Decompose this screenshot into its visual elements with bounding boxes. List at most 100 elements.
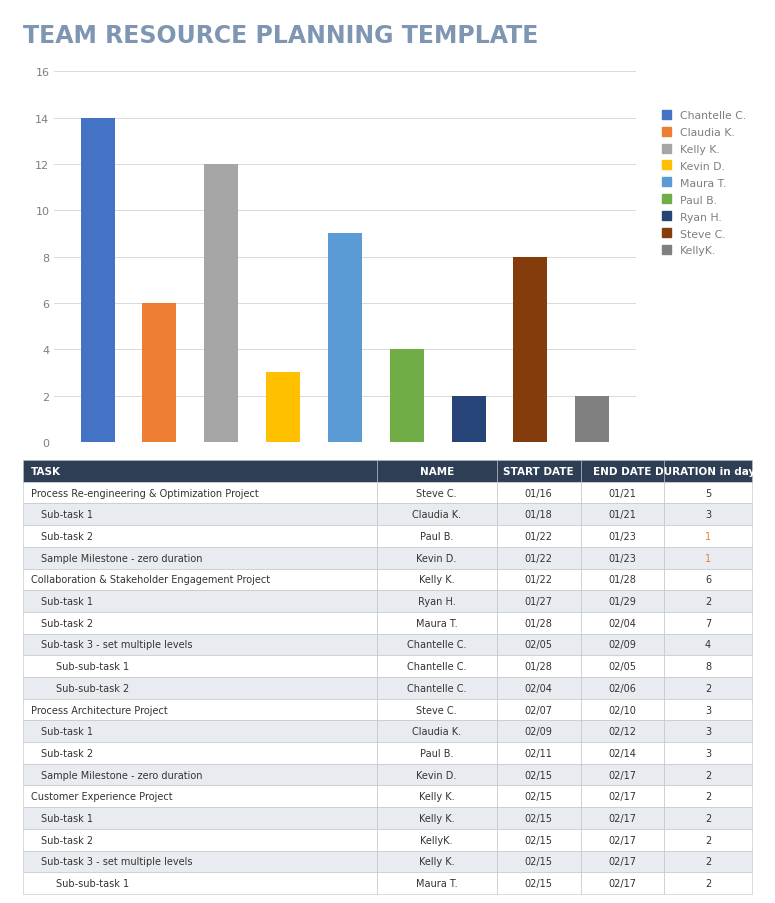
Text: 3: 3 bbox=[705, 509, 711, 520]
Bar bbox=[513, 257, 547, 442]
FancyBboxPatch shape bbox=[497, 807, 580, 829]
Text: Kevin D.: Kevin D. bbox=[416, 769, 456, 780]
Text: 02/12: 02/12 bbox=[608, 726, 636, 737]
Text: Sub-task 2: Sub-task 2 bbox=[42, 834, 94, 845]
FancyBboxPatch shape bbox=[23, 504, 377, 526]
Text: 7: 7 bbox=[705, 618, 711, 628]
Text: 01/22: 01/22 bbox=[525, 553, 553, 563]
FancyBboxPatch shape bbox=[377, 851, 497, 872]
Text: Kelly K.: Kelly K. bbox=[418, 574, 454, 585]
FancyBboxPatch shape bbox=[377, 742, 497, 764]
Text: 01/29: 01/29 bbox=[608, 596, 636, 607]
FancyBboxPatch shape bbox=[664, 851, 752, 872]
FancyBboxPatch shape bbox=[497, 656, 580, 677]
FancyBboxPatch shape bbox=[664, 612, 752, 634]
Text: 3: 3 bbox=[705, 704, 711, 715]
Text: 02/17: 02/17 bbox=[608, 834, 636, 845]
Text: Chantelle C.: Chantelle C. bbox=[407, 639, 467, 650]
FancyBboxPatch shape bbox=[23, 872, 377, 894]
FancyBboxPatch shape bbox=[23, 851, 377, 872]
FancyBboxPatch shape bbox=[664, 742, 752, 764]
FancyBboxPatch shape bbox=[23, 656, 377, 677]
Text: Steve C.: Steve C. bbox=[416, 488, 457, 498]
Text: 01/18: 01/18 bbox=[525, 509, 553, 520]
FancyBboxPatch shape bbox=[580, 482, 664, 504]
Text: 02/06: 02/06 bbox=[608, 683, 636, 694]
Bar bbox=[143, 303, 177, 442]
Text: 02/04: 02/04 bbox=[608, 618, 636, 628]
FancyBboxPatch shape bbox=[664, 482, 752, 504]
Text: Customer Experience Project: Customer Experience Project bbox=[30, 791, 172, 802]
FancyBboxPatch shape bbox=[664, 677, 752, 699]
Text: 3: 3 bbox=[705, 726, 711, 737]
Text: Kelly K.: Kelly K. bbox=[418, 791, 454, 802]
FancyBboxPatch shape bbox=[23, 612, 377, 634]
Text: TASK: TASK bbox=[30, 466, 60, 477]
FancyBboxPatch shape bbox=[664, 656, 752, 677]
FancyBboxPatch shape bbox=[23, 526, 377, 547]
Text: TEAM RESOURCE PLANNING TEMPLATE: TEAM RESOURCE PLANNING TEMPLATE bbox=[23, 24, 539, 48]
Text: 01/22: 01/22 bbox=[525, 531, 553, 542]
FancyBboxPatch shape bbox=[664, 461, 752, 482]
Text: 02/15: 02/15 bbox=[525, 769, 553, 780]
Text: Maura T.: Maura T. bbox=[416, 618, 457, 628]
FancyBboxPatch shape bbox=[377, 807, 497, 829]
Text: 01/16: 01/16 bbox=[525, 488, 553, 498]
Text: 1: 1 bbox=[705, 531, 711, 542]
FancyBboxPatch shape bbox=[23, 547, 377, 569]
Text: 01/21: 01/21 bbox=[608, 488, 636, 498]
Text: KellyK.: KellyK. bbox=[420, 834, 453, 845]
FancyBboxPatch shape bbox=[23, 764, 377, 786]
Text: 6: 6 bbox=[705, 574, 711, 585]
FancyBboxPatch shape bbox=[23, 482, 377, 504]
FancyBboxPatch shape bbox=[377, 569, 497, 591]
FancyBboxPatch shape bbox=[23, 569, 377, 591]
FancyBboxPatch shape bbox=[497, 786, 580, 807]
Text: Claudia K.: Claudia K. bbox=[412, 509, 461, 520]
FancyBboxPatch shape bbox=[23, 721, 377, 742]
FancyBboxPatch shape bbox=[497, 526, 580, 547]
Text: 02/04: 02/04 bbox=[525, 683, 553, 694]
FancyBboxPatch shape bbox=[664, 872, 752, 894]
FancyBboxPatch shape bbox=[23, 634, 377, 656]
Text: Claudia K.: Claudia K. bbox=[412, 726, 461, 737]
Bar bbox=[204, 164, 238, 442]
Text: 2: 2 bbox=[705, 791, 711, 802]
Text: 02/17: 02/17 bbox=[608, 856, 636, 867]
Text: Kevin D.: Kevin D. bbox=[416, 553, 456, 563]
FancyBboxPatch shape bbox=[497, 872, 580, 894]
Bar bbox=[390, 349, 424, 442]
Text: 2: 2 bbox=[705, 834, 711, 845]
FancyBboxPatch shape bbox=[377, 547, 497, 569]
Text: Sub-task 2: Sub-task 2 bbox=[42, 618, 94, 628]
FancyBboxPatch shape bbox=[664, 569, 752, 591]
Text: 01/21: 01/21 bbox=[608, 509, 636, 520]
FancyBboxPatch shape bbox=[377, 591, 497, 612]
Text: 01/27: 01/27 bbox=[525, 596, 553, 607]
Text: END DATE: END DATE bbox=[593, 466, 652, 477]
Text: Steve C.: Steve C. bbox=[416, 704, 457, 715]
FancyBboxPatch shape bbox=[377, 634, 497, 656]
Text: 1: 1 bbox=[705, 553, 711, 563]
Text: Chantelle C.: Chantelle C. bbox=[407, 683, 467, 694]
Text: START DATE: START DATE bbox=[503, 466, 574, 477]
Legend: Chantelle C., Claudia K., Kelly K., Kevin D., Maura T., Paul B., Ryan H., Steve : Chantelle C., Claudia K., Kelly K., Kevi… bbox=[658, 107, 749, 259]
Text: 02/11: 02/11 bbox=[525, 748, 553, 759]
FancyBboxPatch shape bbox=[580, 677, 664, 699]
Text: Sample Milestone - zero duration: Sample Milestone - zero duration bbox=[42, 769, 203, 780]
Text: Maura T.: Maura T. bbox=[416, 878, 457, 889]
FancyBboxPatch shape bbox=[23, 807, 377, 829]
Text: 2: 2 bbox=[705, 878, 711, 889]
Text: 02/17: 02/17 bbox=[608, 791, 636, 802]
FancyBboxPatch shape bbox=[23, 677, 377, 699]
Bar bbox=[575, 396, 609, 442]
Text: 2: 2 bbox=[705, 683, 711, 694]
FancyBboxPatch shape bbox=[580, 634, 664, 656]
FancyBboxPatch shape bbox=[580, 742, 664, 764]
FancyBboxPatch shape bbox=[580, 872, 664, 894]
Bar bbox=[452, 396, 486, 442]
FancyBboxPatch shape bbox=[580, 851, 664, 872]
FancyBboxPatch shape bbox=[377, 786, 497, 807]
Text: 3: 3 bbox=[705, 748, 711, 759]
Text: Sub-sub-task 1: Sub-sub-task 1 bbox=[56, 661, 129, 672]
